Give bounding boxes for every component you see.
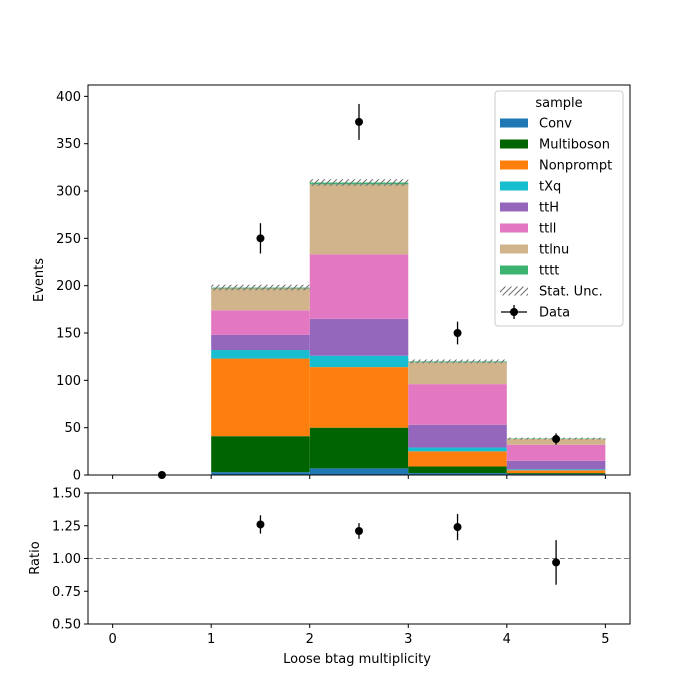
bar-nonprompt-bin-3: [408, 451, 507, 467]
bar-ttll-bin-2: [309, 254, 409, 319]
bar-tth-bin-2: [309, 318, 409, 356]
data-point: [552, 435, 561, 444]
bar-nonprompt-bin-1: [211, 358, 310, 437]
data-point: [355, 117, 363, 126]
legend-swatch-multiboson: [500, 139, 528, 149]
ratio-plot: 0.50 0.75 1.00 1.25 1.50 0 1 2 3 4 5 Ratio: [28, 487, 631, 647]
legend-label-ttll: ttll: [539, 222, 556, 237]
legend-swatch-tttt: [500, 265, 528, 275]
main-plot: 0 50 100 150 200 250 300 350 400 Events: [32, 84, 631, 484]
legend-swatch-ttlnu: [500, 244, 528, 254]
stat-unc-band-bin-3: [408, 359, 507, 364]
ratio-y-axis-label: Ratio: [28, 541, 43, 574]
legend-label-nonprompt: Nonprompt: [539, 159, 612, 174]
main-y-tick-label: 150: [56, 327, 81, 342]
legend-swatch-nonprompt: [500, 160, 528, 170]
bar-ttll-bin-4: [506, 444, 606, 461]
legend-label-txq: tXq: [539, 180, 561, 195]
legend-label-multiboson: Multiboson: [539, 138, 610, 153]
bar-txq-bin-4: [506, 469, 606, 471]
main-y-tick-label: 250: [56, 232, 81, 247]
main-y-tick-label: 350: [56, 137, 81, 152]
main-y-tick-label: 400: [56, 90, 81, 105]
main-y-tick-label: 50: [64, 421, 81, 436]
legend-label-tttt: tttt: [539, 264, 559, 279]
x-tick-label: 1: [207, 632, 215, 647]
main-y-tick-label: 0: [73, 469, 81, 484]
ratio-point: [256, 520, 265, 529]
legend-swatch-stat-unc: [500, 286, 528, 296]
bar-txq-bin-3: [408, 447, 507, 452]
ratio-y-tick-label: 0.50: [52, 618, 81, 633]
legend-swatch-conv: [500, 118, 528, 128]
x-tick-label: 4: [503, 632, 511, 647]
ratio-y-tick-label: 1.50: [52, 487, 81, 502]
legend-label-data: Data: [539, 306, 570, 321]
bar-tth-bin-1: [211, 334, 310, 351]
x-tick-label: 2: [306, 632, 314, 647]
legend-label-ttlnu: ttlnu: [539, 243, 569, 258]
ratio-y-tick-label: 0.75: [52, 585, 81, 600]
bar-multiboson-bin-3: [408, 466, 507, 474]
bar-conv-bin-2: [309, 468, 409, 475]
bar-ttll-bin-1: [211, 310, 310, 335]
bar-ttll-bin-3: [408, 384, 507, 425]
bar-multiboson-bin-4: [506, 473, 606, 475]
stat-unc-band-bin-2: [309, 179, 409, 186]
main-y-tick-label: 200: [56, 279, 81, 294]
main-y-tick-label: 100: [56, 374, 81, 389]
ratio-point: [453, 523, 462, 532]
bar-conv-bin-3: [408, 473, 507, 475]
bar-nonprompt-bin-4: [506, 470, 606, 474]
legend-label-stat-unc: Stat. Unc.: [539, 285, 603, 300]
legend-label-tth: ttH: [539, 201, 559, 216]
legend-swatch-ttll: [500, 223, 528, 233]
data-point: [453, 329, 462, 338]
bar-ttlnu-bin-3: [408, 362, 507, 385]
legend-label-conv: Conv: [539, 117, 572, 132]
bar-conv-bin-1: [211, 472, 310, 475]
stat-unc-band-bin-1: [211, 284, 310, 291]
x-tick-label: 5: [601, 632, 609, 647]
bar-tth-bin-4: [506, 460, 606, 470]
ratio-point: [355, 526, 363, 535]
bar-txq-bin-1: [211, 350, 310, 359]
main-y-tick-label: 300: [56, 185, 81, 200]
ratio-y-tick-label: 1.00: [52, 552, 81, 567]
bar-nonprompt-bin-2: [309, 367, 409, 428]
legend-marker-data: [510, 308, 518, 316]
x-tick-label: 0: [108, 632, 116, 647]
legend-title: sample: [535, 96, 582, 111]
legend-swatch-txq: [500, 181, 528, 191]
bar-txq-bin-2: [309, 355, 409, 368]
bar-multiboson-bin-1: [211, 436, 310, 473]
bar-ttlnu-bin-2: [309, 184, 409, 255]
data-point: [256, 234, 265, 243]
main-plot-frame: [87, 84, 631, 476]
ratio-y-tick-label: 1.25: [52, 519, 81, 534]
bar-ttlnu-bin-1: [211, 288, 310, 311]
x-tick-label: 3: [404, 632, 412, 647]
main-y-axis-label: Events: [32, 258, 47, 302]
legend: sample Conv Multiboson Nonprompt tXq ttH ttll…: [494, 90, 624, 327]
bar-multiboson-bin-2: [309, 427, 409, 469]
ratio-point: [552, 558, 561, 567]
bar-tth-bin-3: [408, 424, 507, 448]
x-axis-label: Loose btag multiplicity: [283, 652, 431, 667]
legend-swatch-tth: [500, 202, 528, 212]
